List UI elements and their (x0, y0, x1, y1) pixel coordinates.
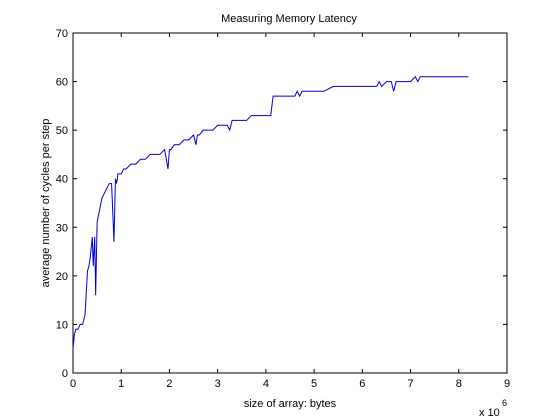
y-axis-label: average number of cycles per step (40, 119, 52, 288)
axes: 0 1 2 3 4 5 6 7 8 9 0 10 20 30 40 50 60 70 (56, 28, 510, 390)
y-tick-label: 60 (56, 77, 68, 89)
y-tick-label: 50 (56, 125, 68, 137)
series-line (72, 75, 469, 349)
x-tick-label: 1 (118, 378, 124, 390)
x-tick-label: 5 (311, 378, 317, 390)
x-tick-label: 6 (359, 378, 365, 390)
x-tick-label: 9 (504, 378, 510, 390)
plot-frame (72, 32, 508, 374)
chart-title: Measuring Memory Latency (221, 13, 357, 25)
y-tick-label: 20 (56, 271, 68, 283)
x-tick-label: 3 (215, 378, 221, 390)
x-multiplier-label: x 10 (479, 407, 500, 419)
x-tick-label: 8 (456, 378, 462, 390)
data-series (72, 75, 469, 349)
y-tick-label: 10 (56, 319, 68, 331)
x-axis-label: size of array: bytes (244, 398, 337, 410)
y-tick-label: 70 (56, 28, 68, 40)
x-tick-label: 4 (263, 378, 269, 390)
x-tick-label: 7 (407, 378, 413, 390)
y-tick-label: 30 (56, 222, 68, 234)
y-tick-label: 0 (62, 368, 68, 380)
x-tick-label: 2 (166, 378, 172, 390)
y-tick-label: 40 (56, 174, 68, 186)
x-tick-label: 0 (70, 378, 76, 390)
x-multiplier-exponent: 6 (502, 398, 507, 408)
